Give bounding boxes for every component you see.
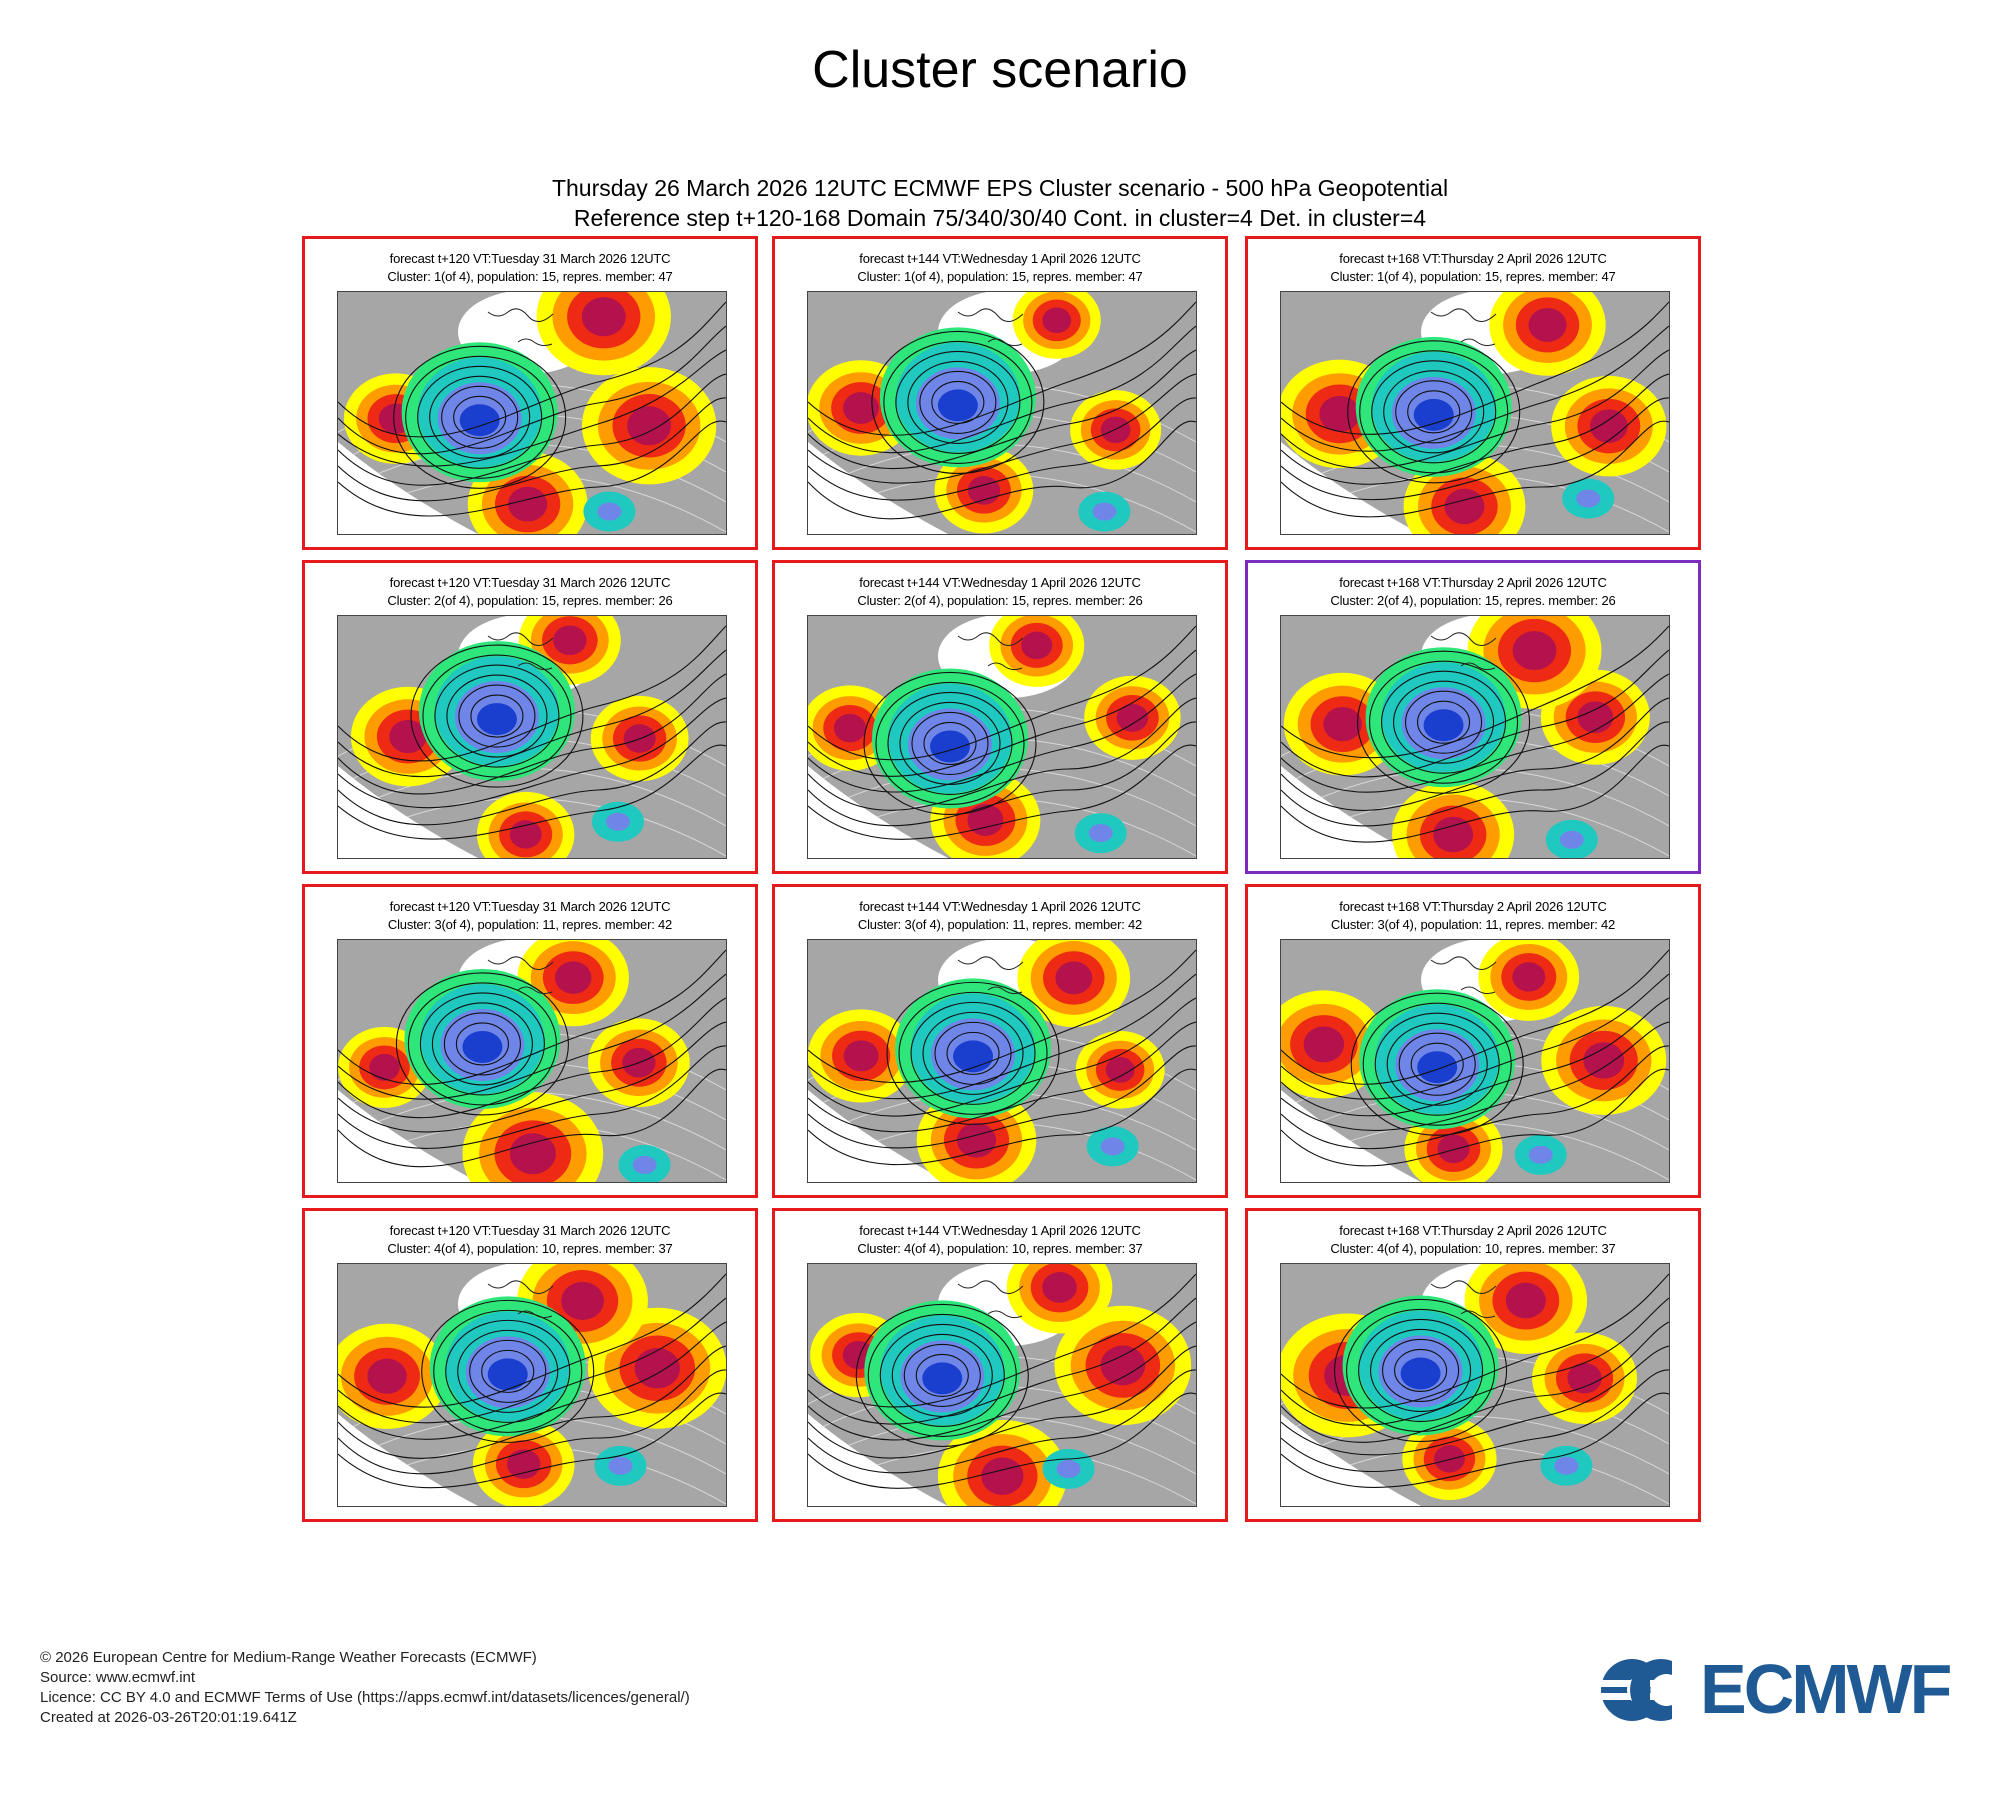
panel-forecast-line: forecast t+168 VT:Thursday 2 April 2026 …	[1339, 251, 1607, 266]
panel-cluster-line: Cluster: 2(of 4), population: 15, repres…	[387, 593, 673, 608]
geopotential-anomaly-map	[337, 615, 727, 859]
panel-forecast-line: forecast t+144 VT:Wednesday 1 April 2026…	[859, 251, 1141, 266]
panel-forecast-line: forecast t+168 VT:Thursday 2 April 2026 …	[1339, 575, 1607, 590]
footer: © 2026 European Centre for Medium-Range …	[40, 1648, 690, 1728]
panel-cluster-line: Cluster: 2(of 4), population: 15, repres…	[857, 593, 1143, 608]
footer-source: Source: www.ecmwf.int	[40, 1669, 196, 1686]
cluster-panel: forecast t+168 VT:Thursday 2 April 2026 …	[1245, 884, 1701, 1198]
cluster-panel: forecast t+144 VT:Wednesday 1 April 2026…	[772, 884, 1228, 1198]
panel-forecast-line: forecast t+168 VT:Thursday 2 April 2026 …	[1339, 899, 1607, 914]
footer-created: Created at 2026-03-26T20:01:19.641Z	[40, 1709, 297, 1726]
panel-cluster-line: Cluster: 4(of 4), population: 10, repres…	[857, 1241, 1143, 1256]
ecmwf-logo: ECMWF	[1590, 1650, 1965, 1728]
panel-forecast-line: forecast t+144 VT:Wednesday 1 April 2026…	[859, 575, 1141, 590]
geopotential-anomaly-map	[1280, 1263, 1670, 1507]
panel-cluster-line: Cluster: 4(of 4), population: 10, repres…	[387, 1241, 673, 1256]
geopotential-anomaly-map	[1280, 291, 1670, 535]
ecmwf-logo-text: ECMWF	[1700, 1650, 1952, 1728]
cluster-panel: forecast t+144 VT:Wednesday 1 April 2026…	[772, 236, 1228, 550]
cluster-panel: forecast t+168 VT:Thursday 2 April 2026 …	[1245, 236, 1701, 550]
panel-forecast-line: forecast t+120 VT:Tuesday 31 March 2026 …	[389, 251, 671, 266]
cluster-panel: forecast t+144 VT:Wednesday 1 April 2026…	[772, 560, 1228, 874]
panel-cluster-line: Cluster: 1(of 4), population: 15, repres…	[387, 269, 673, 284]
panel-cluster-line: Cluster: 2(of 4), population: 15, repres…	[1330, 593, 1616, 608]
geopotential-anomaly-map	[337, 1263, 727, 1507]
panel-forecast-line: forecast t+120 VT:Tuesday 31 March 2026 …	[389, 575, 671, 590]
panel-forecast-line: forecast t+144 VT:Wednesday 1 April 2026…	[859, 899, 1141, 914]
geopotential-anomaly-map	[807, 615, 1197, 859]
panel-forecast-line: forecast t+144 VT:Wednesday 1 April 2026…	[859, 1223, 1141, 1238]
cluster-panel: forecast t+168 VT:Thursday 2 April 2026 …	[1245, 560, 1701, 874]
cluster-panel: forecast t+168 VT:Thursday 2 April 2026 …	[1245, 1208, 1701, 1522]
cluster-panel: forecast t+120 VT:Tuesday 31 March 2026 …	[302, 884, 758, 1198]
geopotential-anomaly-map	[337, 939, 727, 1183]
cluster-panel: forecast t+144 VT:Wednesday 1 April 2026…	[772, 1208, 1228, 1522]
panel-cluster-line: Cluster: 3(of 4), population: 11, repres…	[387, 917, 673, 932]
geopotential-anomaly-map	[807, 1263, 1197, 1507]
panel-forecast-line: forecast t+168 VT:Thursday 2 April 2026 …	[1339, 1223, 1607, 1238]
panel-forecast-line: forecast t+120 VT:Tuesday 31 March 2026 …	[389, 899, 671, 914]
geopotential-anomaly-map	[1280, 939, 1670, 1183]
panel-cluster-line: Cluster: 3(of 4), population: 11, repres…	[857, 917, 1143, 932]
geopotential-anomaly-map	[807, 291, 1197, 535]
geopotential-anomaly-map	[807, 939, 1197, 1183]
page-title: Cluster scenario	[812, 41, 1188, 99]
panel-cluster-line: Cluster: 1(of 4), population: 15, repres…	[1330, 269, 1616, 284]
panel-cluster-line: Cluster: 1(of 4), population: 15, repres…	[857, 269, 1143, 284]
geopotential-anomaly-map	[1280, 615, 1670, 859]
cluster-panel: forecast t+120 VT:Tuesday 31 March 2026 …	[302, 236, 758, 550]
footer-copyright: © 2026 European Centre for Medium-Range …	[40, 1649, 537, 1666]
geopotential-anomaly-map	[337, 291, 727, 535]
panel-cluster-line: Cluster: 4(of 4), population: 10, repres…	[1330, 1241, 1616, 1256]
ecmwf-logo-icon	[1590, 1659, 1698, 1721]
panel-cluster-line: Cluster: 3(of 4), population: 11, repres…	[1330, 917, 1616, 932]
chart-header-line-2: Reference step t+120-168 Domain 75/340/3…	[573, 205, 1427, 231]
chart-header-line-1: Thursday 26 March 2026 12UTC ECMWF EPS C…	[551, 175, 1449, 201]
cluster-panel: forecast t+120 VT:Tuesday 31 March 2026 …	[302, 560, 758, 874]
cluster-panel: forecast t+120 VT:Tuesday 31 March 2026 …	[302, 1208, 758, 1522]
footer-licence: Licence: CC BY 4.0 and ECMWF Terms of Us…	[40, 1689, 690, 1706]
panel-forecast-line: forecast t+120 VT:Tuesday 31 March 2026 …	[389, 1223, 671, 1238]
